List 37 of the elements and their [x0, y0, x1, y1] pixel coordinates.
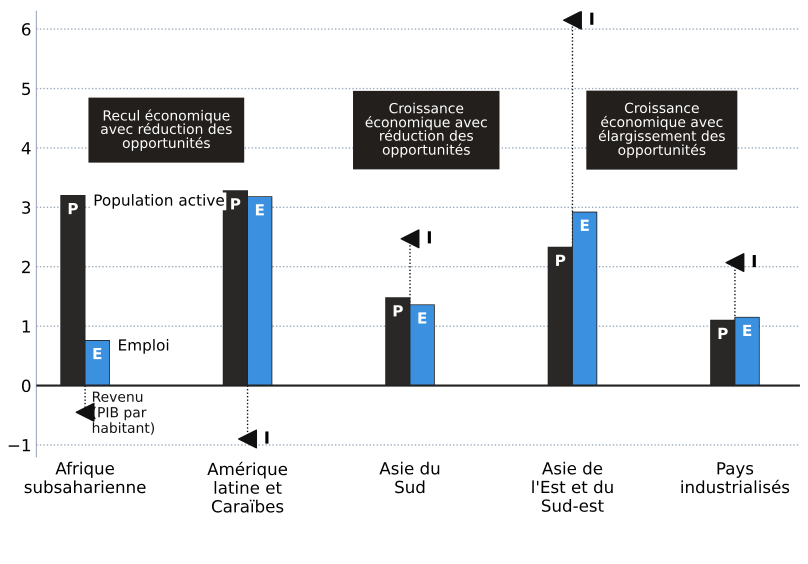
data-label: E — [743, 324, 752, 336]
series-label: Population active — [94, 194, 224, 209]
data-label: E — [418, 312, 426, 324]
x-tick-label: Asie de l'Est et du Sud-est — [532, 462, 613, 512]
data-label: I — [428, 231, 431, 244]
series-label: Emploi — [119, 338, 168, 354]
y-tick-label: 0 — [22, 380, 30, 392]
y-tick-label: 1 — [22, 320, 30, 332]
data-label: P — [718, 328, 728, 339]
data-label: I — [590, 12, 594, 25]
point — [76, 402, 95, 422]
data-label: E — [580, 220, 589, 231]
data-label: I — [752, 255, 756, 268]
data-label: I — [265, 431, 268, 444]
annotation: Croissance économique avec élargissement des opportunités — [598, 102, 725, 158]
data-label: E — [93, 348, 102, 360]
data-label: E — [256, 204, 264, 216]
y-tick-label: 6 — [22, 23, 30, 36]
y-tick-label: 2 — [22, 260, 30, 274]
data-label: P — [394, 305, 403, 316]
y-tick-label: 5 — [22, 82, 30, 96]
point — [400, 229, 420, 248]
x-tick-label: Pays industrialisés — [681, 462, 790, 494]
x-tick-label: Afrique subsaharienne — [24, 462, 146, 494]
point — [725, 253, 744, 272]
annotation: Croissance économique avec réduction des opportunités — [366, 102, 487, 158]
annotation: Recul économique avec réduction des opportunités — [101, 109, 232, 151]
data-label: P — [231, 198, 240, 210]
point — [238, 430, 258, 448]
x-tick-label: Amérique latine et Caraïbes — [207, 462, 288, 513]
y-tick-label: −1 — [8, 439, 30, 452]
data-label: P — [68, 203, 78, 214]
point — [562, 11, 582, 30]
y-tick-label: 4 — [22, 142, 31, 154]
data-label: P — [556, 254, 566, 266]
y-tick-label: 3 — [22, 201, 30, 214]
x-tick-label: Asie du Sud — [379, 462, 440, 494]
